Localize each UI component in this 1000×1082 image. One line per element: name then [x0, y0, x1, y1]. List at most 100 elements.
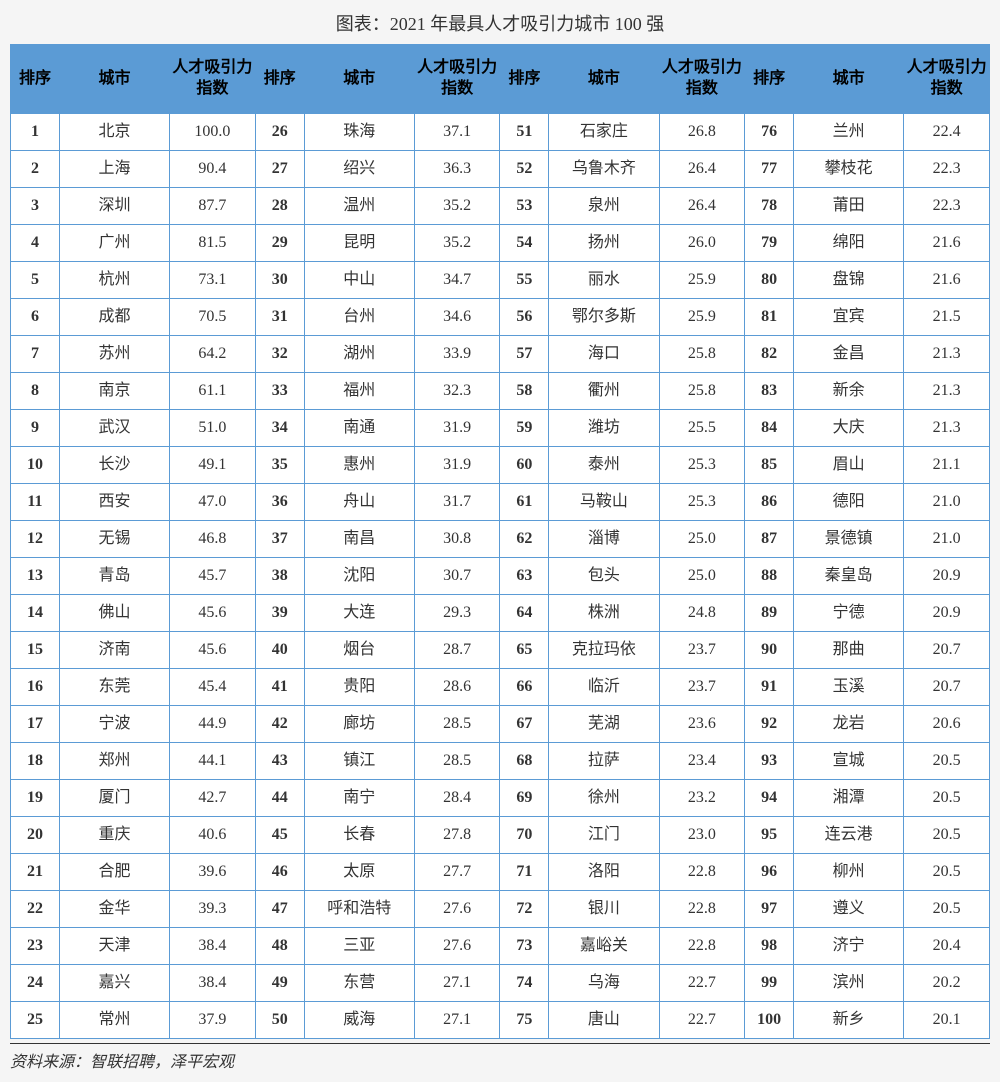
city-cell: 湘潭 [794, 780, 904, 817]
table-row: 20重庆40.645长春27.870江门23.095连云港20.5 [11, 817, 990, 854]
ranking-table: 排序 城市 人才吸引力指数 排序 城市 人才吸引力指数 排序 城市 人才吸引力指… [10, 44, 990, 1039]
index-cell: 39.3 [170, 891, 256, 928]
index-cell: 31.7 [414, 484, 500, 521]
rank-cell: 42 [255, 706, 304, 743]
index-cell: 20.9 [904, 595, 990, 632]
table-row: 17宁波44.942廊坊28.567芜湖23.692龙岩20.6 [11, 706, 990, 743]
city-cell: 海口 [549, 336, 659, 373]
city-cell: 那曲 [794, 632, 904, 669]
index-cell: 45.6 [170, 595, 256, 632]
rank-cell: 96 [745, 854, 794, 891]
rank-cell: 54 [500, 225, 549, 262]
index-cell: 22.8 [659, 891, 745, 928]
city-cell: 三亚 [304, 928, 414, 965]
index-cell: 73.1 [170, 262, 256, 299]
rank-cell: 83 [745, 373, 794, 410]
city-cell: 临沂 [549, 669, 659, 706]
index-cell: 21.3 [904, 373, 990, 410]
city-cell: 拉萨 [549, 743, 659, 780]
index-cell: 40.6 [170, 817, 256, 854]
index-cell: 27.7 [414, 854, 500, 891]
city-cell: 沈阳 [304, 558, 414, 595]
rank-cell: 39 [255, 595, 304, 632]
table-row: 3深圳87.728温州35.253泉州26.478莆田22.3 [11, 188, 990, 225]
rank-cell: 74 [500, 965, 549, 1002]
index-cell: 28.6 [414, 669, 500, 706]
city-cell: 柳州 [794, 854, 904, 891]
index-cell: 22.3 [904, 151, 990, 188]
index-cell: 25.8 [659, 373, 745, 410]
rank-cell: 80 [745, 262, 794, 299]
index-cell: 28.7 [414, 632, 500, 669]
rank-cell: 50 [255, 1002, 304, 1039]
city-cell: 珠海 [304, 114, 414, 151]
rank-cell: 73 [500, 928, 549, 965]
index-cell: 28.5 [414, 706, 500, 743]
rank-cell: 21 [11, 854, 60, 891]
city-cell: 北京 [59, 114, 169, 151]
table-row: 12无锡46.837南昌30.862淄博25.087景德镇21.0 [11, 521, 990, 558]
city-cell: 包头 [549, 558, 659, 595]
index-cell: 32.3 [414, 373, 500, 410]
city-cell: 太原 [304, 854, 414, 891]
city-cell: 绵阳 [794, 225, 904, 262]
rank-cell: 91 [745, 669, 794, 706]
city-cell: 潍坊 [549, 410, 659, 447]
rank-cell: 93 [745, 743, 794, 780]
city-cell: 深圳 [59, 188, 169, 225]
rank-cell: 8 [11, 373, 60, 410]
city-cell: 克拉玛依 [549, 632, 659, 669]
table-row: 14佛山45.639大连29.364株洲24.889宁德20.9 [11, 595, 990, 632]
index-cell: 20.5 [904, 854, 990, 891]
rank-cell: 23 [11, 928, 60, 965]
city-cell: 遵义 [794, 891, 904, 928]
index-cell: 22.8 [659, 854, 745, 891]
rank-cell: 29 [255, 225, 304, 262]
table-row: 13青岛45.738沈阳30.763包头25.088秦皇岛20.9 [11, 558, 990, 595]
city-cell: 南昌 [304, 521, 414, 558]
table-row: 19厦门42.744南宁28.469徐州23.294湘潭20.5 [11, 780, 990, 817]
city-cell: 金昌 [794, 336, 904, 373]
index-cell: 20.7 [904, 669, 990, 706]
rank-cell: 84 [745, 410, 794, 447]
index-cell: 29.3 [414, 595, 500, 632]
city-cell: 泰州 [549, 447, 659, 484]
table-row: 16东莞45.441贵阳28.666临沂23.791玉溪20.7 [11, 669, 990, 706]
city-cell: 唐山 [549, 1002, 659, 1039]
index-cell: 25.5 [659, 410, 745, 447]
rank-cell: 45 [255, 817, 304, 854]
index-cell: 34.7 [414, 262, 500, 299]
index-cell: 38.4 [170, 965, 256, 1002]
city-cell: 玉溪 [794, 669, 904, 706]
table-row: 11西安47.036舟山31.761马鞍山25.386德阳21.0 [11, 484, 990, 521]
rank-cell: 3 [11, 188, 60, 225]
rank-cell: 15 [11, 632, 60, 669]
index-cell: 33.9 [414, 336, 500, 373]
city-cell: 大庆 [794, 410, 904, 447]
rank-cell: 49 [255, 965, 304, 1002]
city-cell: 威海 [304, 1002, 414, 1039]
rank-cell: 81 [745, 299, 794, 336]
rank-cell: 66 [500, 669, 549, 706]
city-cell: 新乡 [794, 1002, 904, 1039]
index-cell: 35.2 [414, 225, 500, 262]
index-cell: 25.3 [659, 447, 745, 484]
index-cell: 20.5 [904, 780, 990, 817]
index-cell: 22.3 [904, 188, 990, 225]
city-cell: 兰州 [794, 114, 904, 151]
index-cell: 26.4 [659, 188, 745, 225]
city-cell: 宁波 [59, 706, 169, 743]
table-header-row: 排序 城市 人才吸引力指数 排序 城市 人才吸引力指数 排序 城市 人才吸引力指… [11, 45, 990, 114]
index-cell: 20.6 [904, 706, 990, 743]
rank-cell: 95 [745, 817, 794, 854]
rank-cell: 33 [255, 373, 304, 410]
index-cell: 44.9 [170, 706, 256, 743]
header-index: 人才吸引力指数 [170, 45, 256, 114]
rank-cell: 77 [745, 151, 794, 188]
table-row: 15济南45.640烟台28.765克拉玛依23.790那曲20.7 [11, 632, 990, 669]
index-cell: 81.5 [170, 225, 256, 262]
index-cell: 100.0 [170, 114, 256, 151]
rank-cell: 63 [500, 558, 549, 595]
rank-cell: 100 [745, 1002, 794, 1039]
header-rank: 排序 [255, 45, 304, 114]
